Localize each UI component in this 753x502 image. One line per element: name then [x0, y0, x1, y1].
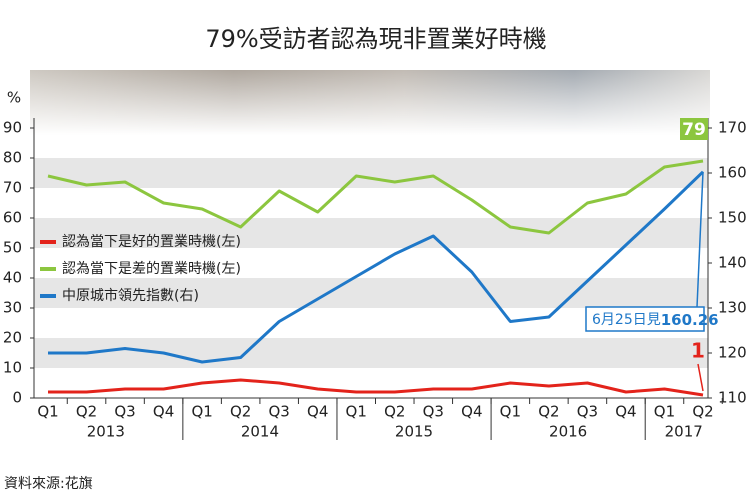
legend-label: 認為當下是好的置業時機(左)	[62, 234, 241, 250]
legend-label: 認為當下是差的置業時機(左)	[62, 261, 241, 277]
x-tick-label: Q2	[384, 403, 405, 421]
x-tick-label: Q2	[692, 403, 713, 421]
x-tick-label: Q1	[500, 403, 521, 421]
y-tick-label: 40	[3, 269, 22, 287]
x-tick-label: Q4	[153, 403, 174, 421]
plot-area	[34, 158, 708, 368]
y-tick-label: 0	[12, 389, 22, 407]
source: 資料來源:花旗	[4, 476, 93, 492]
value-label: 1	[691, 339, 705, 363]
grid-band	[34, 158, 708, 188]
series-line	[48, 170, 705, 364]
x-tick-label: Q4	[615, 403, 636, 421]
y2-tick-label: 120	[718, 344, 747, 362]
y2-tick-label: 140	[718, 254, 747, 272]
x-tick-label: Q3	[423, 403, 444, 421]
y-axis-label: %	[7, 89, 21, 107]
y2-tick-label: 150	[718, 209, 747, 227]
x-tick-label: Q1	[346, 403, 367, 421]
x-tick-label: Q3	[577, 403, 598, 421]
x-tick-label: Q1	[654, 403, 675, 421]
year-label: 2015	[395, 423, 433, 441]
y2-tick-label: 160	[718, 164, 747, 182]
x-tick-label: Q4	[461, 403, 482, 421]
pointer	[696, 171, 704, 308]
y-tick-label: 20	[3, 329, 22, 347]
grid-band	[34, 218, 708, 248]
legend-label: 中原城市領先指數(右)	[62, 287, 199, 304]
year-label: 2014	[241, 423, 279, 441]
y2-tick-label: 130	[718, 299, 747, 317]
label-box	[585, 306, 705, 332]
year-label: 2013	[87, 423, 125, 441]
series-line	[47, 159, 704, 235]
value-label: 79	[682, 120, 706, 140]
annotation-text: 6月25日見	[592, 312, 661, 328]
x-tick-label: Q2	[230, 403, 251, 421]
y2-tick-label: 170	[718, 119, 747, 137]
photo-fade	[30, 70, 710, 135]
y2-tick-label: 110	[718, 389, 747, 407]
x-tick-label: Q3	[114, 403, 135, 421]
x-tick-label: Q1	[191, 403, 212, 421]
grid-band	[34, 278, 708, 308]
value-label: 160.26	[661, 311, 719, 329]
pointer	[697, 363, 704, 392]
y-tick-label: 70	[3, 179, 22, 197]
year-label: 2017	[665, 423, 703, 441]
y-tick-label: 10	[3, 359, 22, 377]
x-tick-label: Q2	[538, 403, 559, 421]
annotation: 6月25日見160.26	[592, 311, 719, 329]
label-box	[680, 118, 708, 140]
year-label: 2016	[549, 423, 587, 441]
chart-title: 79%受訪者認為現非置業好時機	[205, 25, 546, 53]
y-tick-label: 60	[3, 209, 22, 227]
x-tick-label: Q4	[307, 403, 328, 421]
y-tick-label: 50	[3, 239, 22, 257]
x-tick-label: Q1	[37, 403, 58, 421]
y-tick-label: 30	[3, 299, 22, 317]
y-tick-label: 90	[3, 119, 22, 137]
series-line	[48, 378, 704, 397]
x-tick-label: Q3	[268, 403, 289, 421]
y-tick-label: 80	[3, 149, 22, 167]
x-tick-label: Q2	[76, 403, 97, 421]
grid-band	[34, 338, 708, 368]
